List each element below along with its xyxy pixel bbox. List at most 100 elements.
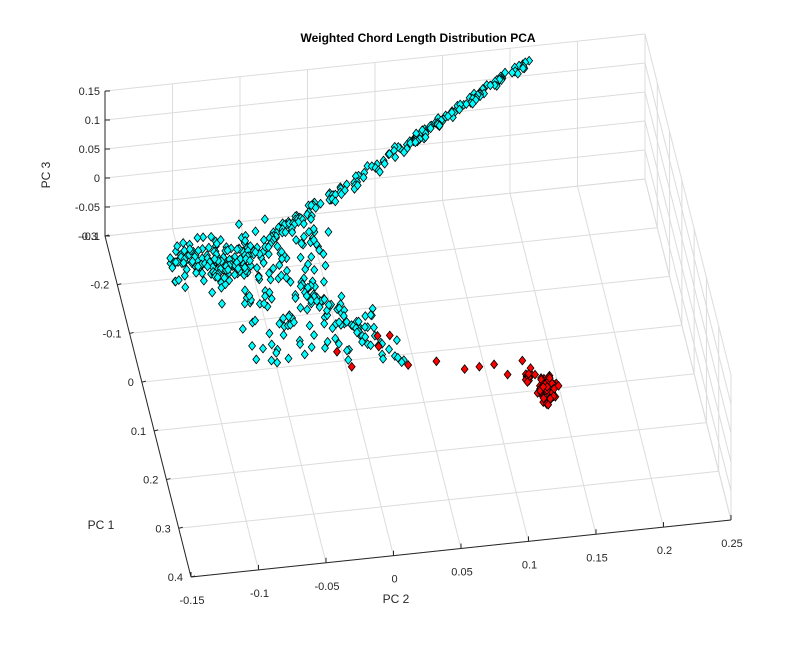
x-tick-label: 0 — [128, 377, 134, 389]
cyan-group-point — [284, 311, 293, 322]
cyan-group-point — [343, 345, 351, 356]
cyan-group-point — [426, 123, 435, 134]
chart-title: Weighted Chord Length Distribution PCA — [300, 31, 535, 45]
z-tick-label: -0.05 — [75, 202, 100, 214]
cyan-group-point — [267, 293, 276, 304]
cyan-group-point — [385, 149, 394, 159]
cyan-group-point — [188, 256, 197, 267]
cyan-group-point — [307, 251, 316, 262]
cyan-group-point — [277, 253, 286, 264]
red-group-point — [539, 381, 548, 392]
cyan-group-point — [359, 172, 368, 183]
cyan-group-point — [273, 241, 282, 252]
cyan-group-point — [265, 268, 273, 279]
cyan-group-point — [468, 98, 477, 109]
cyan-group-point — [353, 327, 361, 338]
back-wall-grid-line — [104, 149, 646, 208]
cyan-group-point — [444, 111, 452, 122]
cyan-group-point — [171, 257, 180, 268]
cyan-group-point — [238, 324, 247, 334]
y-tick-label: 0.1 — [522, 559, 537, 571]
cyan-group-point — [393, 352, 402, 363]
side-wall-grid-line — [644, 33, 732, 376]
cyan-group-point — [335, 317, 344, 328]
cyan-group-point — [277, 270, 286, 281]
cyan-group-point — [204, 242, 213, 253]
x-axis-label: PC 1 — [88, 518, 115, 532]
floor-grid-line — [509, 193, 597, 535]
cyan-group-point — [224, 264, 233, 275]
cyan-group-point — [236, 254, 245, 264]
cyan-group-point — [353, 180, 362, 191]
cyan-group-point — [193, 232, 202, 243]
cyan-group-point — [324, 299, 333, 310]
data-points — [166, 55, 563, 410]
cyan-group-point — [240, 298, 249, 309]
red-group-point — [523, 377, 532, 387]
back-wall-grid-line — [104, 120, 646, 179]
floor-grid-line — [239, 221, 327, 563]
cyan-group-point — [297, 238, 306, 249]
cyan-group-point — [234, 263, 243, 274]
red-group-point — [460, 364, 469, 375]
x-tick-mark — [141, 380, 146, 383]
floor-grid-line — [442, 200, 529, 542]
cyan-group-point — [267, 355, 276, 366]
cyan-group-point — [168, 262, 177, 273]
cyan-group-point — [300, 231, 308, 242]
cyan-group-point — [486, 80, 495, 91]
cyan-group-point — [267, 339, 276, 350]
x-tick-label: -0.2 — [90, 280, 109, 292]
cyan-group-point — [400, 147, 408, 158]
cyan-group-point — [296, 281, 305, 292]
x-tick-label: -0.1 — [103, 328, 122, 340]
cyan-group-point — [166, 253, 175, 264]
cyan-group-point — [455, 104, 464, 115]
back-wall-grid-line — [104, 62, 646, 121]
cyan-group-point — [304, 226, 313, 237]
cyan-group-point — [279, 330, 288, 340]
cyan-group-point — [279, 313, 288, 324]
cyan-group-point — [321, 343, 329, 353]
y-axis-label: PC 2 — [383, 592, 410, 606]
cyan-group-point — [269, 263, 278, 274]
x-tick-label: 0.2 — [143, 475, 158, 487]
red-group-point — [404, 360, 413, 370]
cyan-group-point — [223, 245, 232, 256]
cyan-group-point — [339, 311, 348, 321]
cyan-group-point — [220, 272, 229, 283]
cyan-group-point — [391, 152, 400, 163]
cyan-group-point — [241, 235, 250, 246]
x-tick-mark — [154, 429, 159, 432]
cyan-group-point — [397, 357, 406, 368]
cyan-group-point — [241, 285, 249, 296]
cyan-group-point — [299, 218, 308, 229]
cyan-group-point — [309, 235, 318, 245]
cyan-group-point — [246, 260, 255, 271]
x-tick-label: 0.1 — [131, 426, 146, 438]
cyan-group-point — [173, 241, 182, 252]
cyan-group-point — [208, 287, 217, 298]
cyan-group-point — [304, 259, 312, 270]
cyan-group-point — [185, 244, 194, 255]
cyan-group-point — [319, 276, 328, 287]
cyan-group-point — [281, 227, 290, 238]
cyan-group-point — [221, 279, 230, 290]
cyan-group-point — [360, 322, 369, 332]
side-wall-grid-line — [644, 91, 732, 434]
cyan-group-point — [230, 269, 239, 280]
cyan-group-point — [292, 234, 301, 245]
floor-grid-line — [374, 207, 462, 549]
z-tick-label: 0.1 — [85, 115, 100, 127]
y-tick-label: 0.15 — [586, 552, 607, 564]
cyan-group-point — [273, 357, 282, 368]
cyan-group-point — [310, 264, 319, 275]
cyan-group-point — [245, 255, 254, 266]
y-tick-label: -0.1 — [250, 588, 269, 600]
cyan-group-point — [296, 252, 305, 263]
red-group-point — [518, 355, 527, 366]
red-group-point — [333, 346, 341, 357]
cyan-group-point — [284, 353, 293, 364]
cyan-group-point — [210, 254, 219, 264]
x-axis-line — [104, 235, 192, 578]
